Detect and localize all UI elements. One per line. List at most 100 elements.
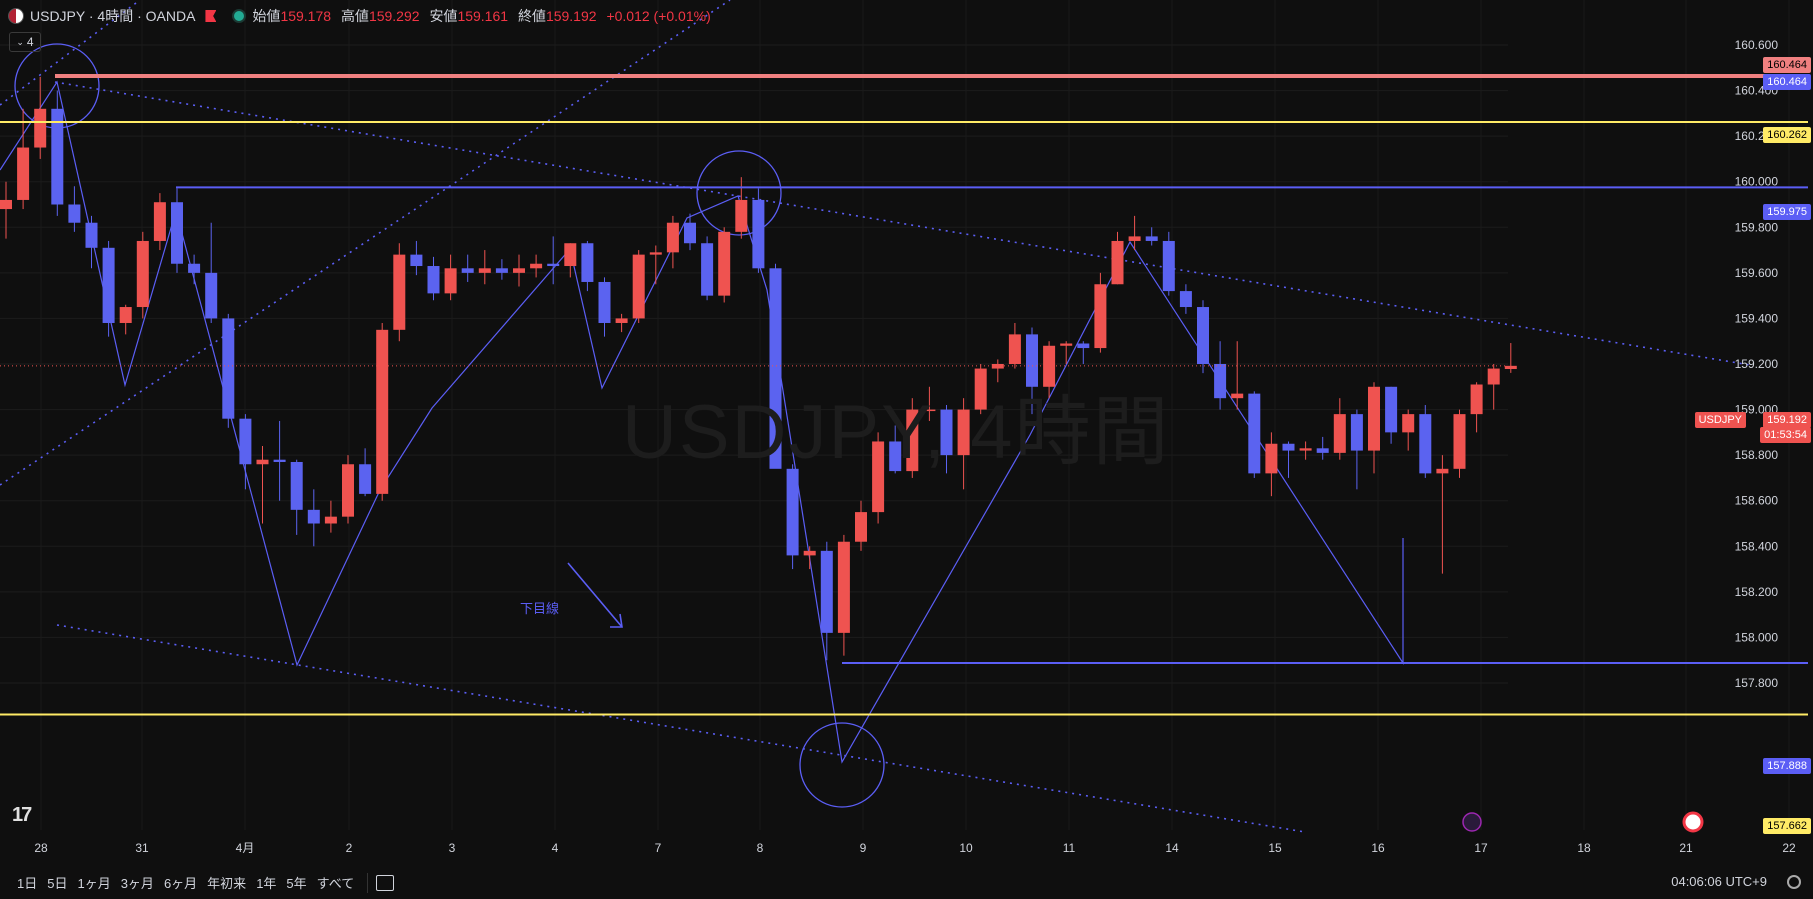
range-3m-button[interactable]: 3ヶ月 [120, 876, 154, 891]
symbol-title[interactable]: USDJPY · 4時間 · OANDA [30, 8, 196, 24]
time-axis[interactable]: 28 31 4月 2 3 4 7 8 9 10 11 14 15 16 17 18 21 22 [34, 841, 1796, 855]
candle-body [1333, 414, 1346, 453]
candle-body [342, 464, 354, 517]
candle-body [1504, 365, 1517, 370]
chevron-down-icon: ⌄ [16, 36, 24, 47]
clock-timezone[interactable]: 04:06:06 UTC+9 [1671, 874, 1767, 889]
candle-body [359, 464, 372, 494]
candle-body [256, 459, 269, 465]
price-label-yellow-low: 157.662 [1763, 818, 1811, 834]
candle-body [307, 509, 320, 524]
candle-body [889, 441, 902, 472]
candle-body [684, 222, 696, 244]
indicator-collapse-button[interactable]: ⌄ 4 [9, 32, 41, 52]
range-1d-button[interactable]: 1日 [17, 876, 38, 891]
range-all-button[interactable]: すべて [316, 876, 355, 891]
candle-body [324, 516, 337, 524]
candle-body [820, 550, 833, 633]
candle-body [34, 108, 47, 148]
candle-body [1350, 414, 1363, 451]
x-tick-label: 18 [1577, 841, 1591, 855]
event-marker-icon[interactable] [1682, 811, 1704, 833]
x-tick-label: 17 [1474, 841, 1488, 855]
range-5d-button[interactable]: 5日 [47, 876, 68, 891]
candle-body [837, 541, 850, 633]
price-axis[interactable]: 160.600160.400160.200160.000159.800159.6… [1735, 38, 1779, 690]
y-tick-label: 159.400 [1735, 311, 1779, 325]
change-value: +0.012 (+0.01%) [606, 8, 711, 24]
candle-body [718, 231, 731, 296]
channel-line-upper-dotted[interactable] [0, 0, 731, 486]
ohlc-values: 始値159.178 高値159.292 安値159.161 終値159.192 … [252, 6, 716, 26]
x-tick-label: 3 [449, 841, 456, 855]
x-tick-label: 28 [34, 841, 48, 855]
candle-body [769, 268, 782, 469]
range-ytd-button[interactable]: 年初来 [207, 876, 247, 891]
downtrend-support-dotted[interactable] [56, 624, 1306, 833]
candle-body [102, 247, 115, 323]
low-label: 安値 [429, 8, 458, 24]
candle-body [1008, 334, 1021, 364]
zigzag-wave-line[interactable] [0, 80, 1404, 764]
candle-body [564, 243, 577, 267]
bottom-toolbar: 1日 5日 1ヶ月 3ヶ月 6ヶ月 年初来 1年 5年 すべて [0, 866, 1813, 899]
arrow-down-icon[interactable] [567, 562, 623, 628]
usd-jpy-flag-icon [8, 8, 24, 24]
candle-body [735, 199, 748, 232]
range-1m-button[interactable]: 1ヶ月 [77, 876, 111, 891]
highlight-circle[interactable] [696, 150, 782, 236]
price-chart[interactable]: 160.600160.400160.200160.000159.800159.6… [0, 0, 1813, 866]
candle-body [940, 409, 953, 456]
gear-icon[interactable] [1787, 875, 1801, 889]
low-value: 159.161 [457, 8, 509, 24]
x-tick-label: 15 [1268, 841, 1282, 855]
range-1y-button[interactable]: 1年 [256, 876, 277, 891]
candle-body [991, 364, 1004, 369]
candle-body [427, 266, 440, 294]
candle-body [786, 468, 799, 556]
candle-body [68, 204, 81, 223]
candle-body [444, 268, 457, 294]
x-tick-label: 7 [655, 841, 662, 855]
x-tick-label: 31 [135, 841, 149, 855]
tradingview-logo-icon[interactable]: 17 [12, 804, 32, 826]
x-tick-label: 22 [1782, 841, 1796, 855]
candle-body [1179, 291, 1192, 308]
candle-body [513, 268, 525, 273]
x-tick-label: 9 [860, 841, 867, 855]
candle-body [478, 268, 491, 273]
x-tick-label: 11 [1063, 841, 1076, 855]
open-value: 159.178 [280, 8, 332, 24]
downtrend-line-dotted[interactable] [54, 81, 1751, 366]
flag-icon[interactable] [205, 10, 217, 22]
annotation-note[interactable]: 下目線 [520, 601, 560, 616]
candle-body [188, 263, 201, 273]
candle-body [461, 268, 474, 273]
candle-body [1060, 343, 1073, 346]
high-value: 159.292 [368, 8, 420, 24]
event-marker-icon[interactable] [1462, 812, 1482, 832]
calendar-icon[interactable] [376, 874, 395, 891]
candle-body [1299, 448, 1312, 451]
open-label: 始値 [252, 8, 281, 24]
x-tick-label: 14 [1165, 841, 1179, 855]
range-5y-button[interactable]: 5年 [286, 876, 307, 891]
candle-body [205, 272, 218, 319]
price-label-blue-low: 157.888 [1763, 758, 1811, 774]
candles [0, 76, 1517, 661]
highlight-circle[interactable] [799, 722, 885, 808]
candle-body [1231, 393, 1244, 399]
range-6m-button[interactable]: 6ヶ月 [163, 876, 198, 891]
candle-body [581, 243, 594, 282]
candle-body [1453, 414, 1466, 469]
x-tick-label: 4 [552, 841, 559, 855]
candle-body [923, 409, 936, 412]
candle-body [153, 202, 166, 241]
y-tick-label: 159.200 [1735, 357, 1779, 371]
current-symbol-label: USDJPY [1694, 412, 1746, 428]
y-tick-label: 158.000 [1735, 630, 1779, 644]
candle-body [547, 263, 560, 267]
trendlines [0, 0, 1751, 833]
candle-body [0, 199, 12, 210]
channel-line-short-dotted[interactable] [0, 0, 141, 106]
